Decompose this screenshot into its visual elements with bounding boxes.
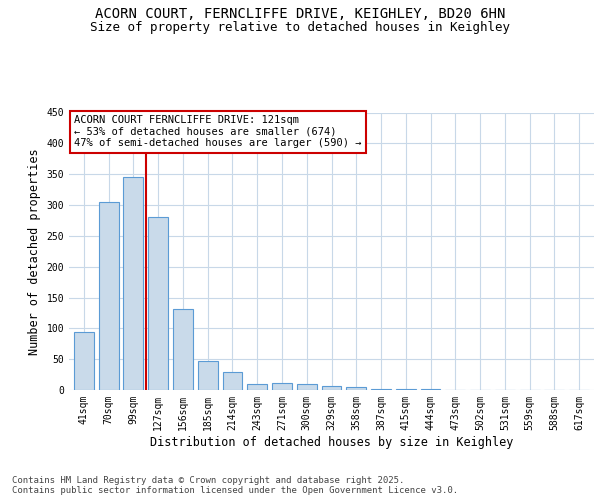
Bar bbox=[173, 309, 193, 390]
Bar bbox=[148, 218, 168, 390]
Bar bbox=[124, 178, 143, 390]
Bar bbox=[297, 384, 317, 390]
Text: Contains HM Land Registry data © Crown copyright and database right 2025.
Contai: Contains HM Land Registry data © Crown c… bbox=[12, 476, 458, 495]
Bar bbox=[346, 387, 366, 390]
Y-axis label: Number of detached properties: Number of detached properties bbox=[28, 148, 41, 354]
Text: ACORN COURT, FERNCLIFFE DRIVE, KEIGHLEY, BD20 6HN: ACORN COURT, FERNCLIFFE DRIVE, KEIGHLEY,… bbox=[95, 8, 505, 22]
Bar bbox=[223, 372, 242, 390]
X-axis label: Distribution of detached houses by size in Keighley: Distribution of detached houses by size … bbox=[150, 436, 513, 448]
Bar bbox=[247, 384, 267, 390]
Bar bbox=[322, 386, 341, 390]
Text: Size of property relative to detached houses in Keighley: Size of property relative to detached ho… bbox=[90, 22, 510, 35]
Bar bbox=[99, 202, 119, 390]
Text: ACORN COURT FERNCLIFFE DRIVE: 121sqm
← 53% of detached houses are smaller (674)
: ACORN COURT FERNCLIFFE DRIVE: 121sqm ← 5… bbox=[74, 116, 362, 148]
Bar bbox=[272, 382, 292, 390]
Bar bbox=[198, 361, 218, 390]
Bar bbox=[74, 332, 94, 390]
